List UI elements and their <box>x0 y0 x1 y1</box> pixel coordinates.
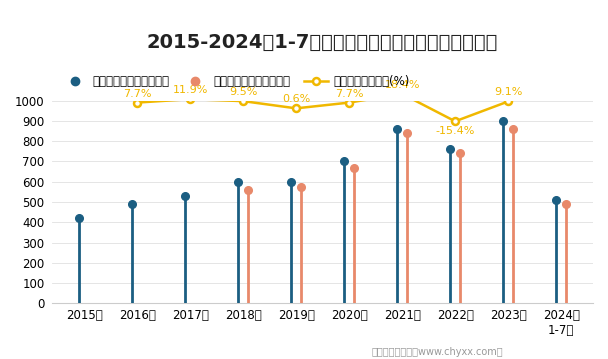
Text: 7.7%: 7.7% <box>335 89 364 98</box>
Text: 9.5%: 9.5% <box>229 87 257 97</box>
Text: 18.4%: 18.4% <box>384 80 420 90</box>
Text: 11.9%: 11.9% <box>173 85 208 95</box>
Legend: 利润总额累计值（亿元）, 营业利润累计值（亿元）, 利润总额累计增长(%): 利润总额累计值（亿元）, 营业利润累计值（亿元）, 利润总额累计增长(%) <box>58 70 415 93</box>
Title: 2015-2024年1-7月燃气生产和供应业企业利润统计图: 2015-2024年1-7月燃气生产和供应业企业利润统计图 <box>147 33 499 52</box>
Text: 7.7%: 7.7% <box>123 89 151 98</box>
Text: 0.6%: 0.6% <box>282 94 310 104</box>
Text: -15.4%: -15.4% <box>435 126 475 136</box>
Text: 9.1%: 9.1% <box>494 87 522 97</box>
Text: 制图：智研咨询（www.chyxx.com）: 制图：智研咨询（www.chyxx.com） <box>372 347 503 357</box>
